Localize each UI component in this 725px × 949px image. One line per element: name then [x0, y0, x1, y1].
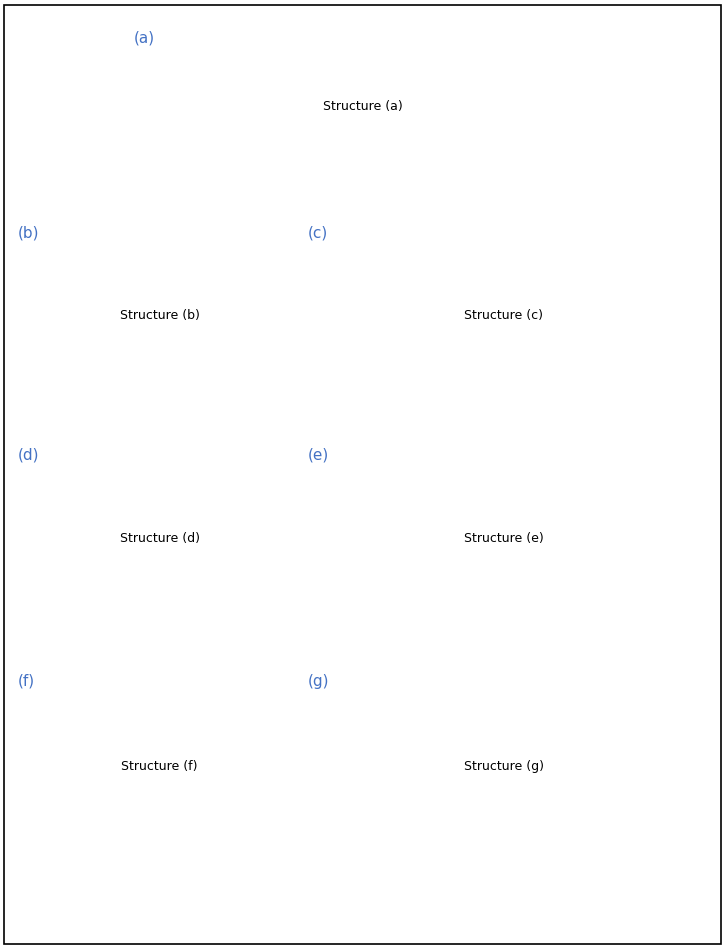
Text: Structure (c): Structure (c) [465, 309, 543, 322]
Text: Structure (g): Structure (g) [464, 760, 544, 772]
Text: Structure (f): Structure (f) [121, 760, 198, 772]
Text: (g): (g) [308, 674, 330, 689]
Text: Structure (a): Structure (a) [323, 101, 402, 113]
Text: (f): (f) [18, 674, 36, 689]
Text: (a): (a) [134, 30, 155, 46]
Text: Structure (d): Structure (d) [120, 532, 199, 545]
Text: (b): (b) [18, 226, 40, 241]
Text: (d): (d) [18, 448, 40, 463]
Text: (e): (e) [308, 448, 329, 463]
Text: Structure (b): Structure (b) [120, 309, 199, 322]
Text: (c): (c) [308, 226, 328, 241]
Text: Structure (e): Structure (e) [464, 532, 544, 545]
